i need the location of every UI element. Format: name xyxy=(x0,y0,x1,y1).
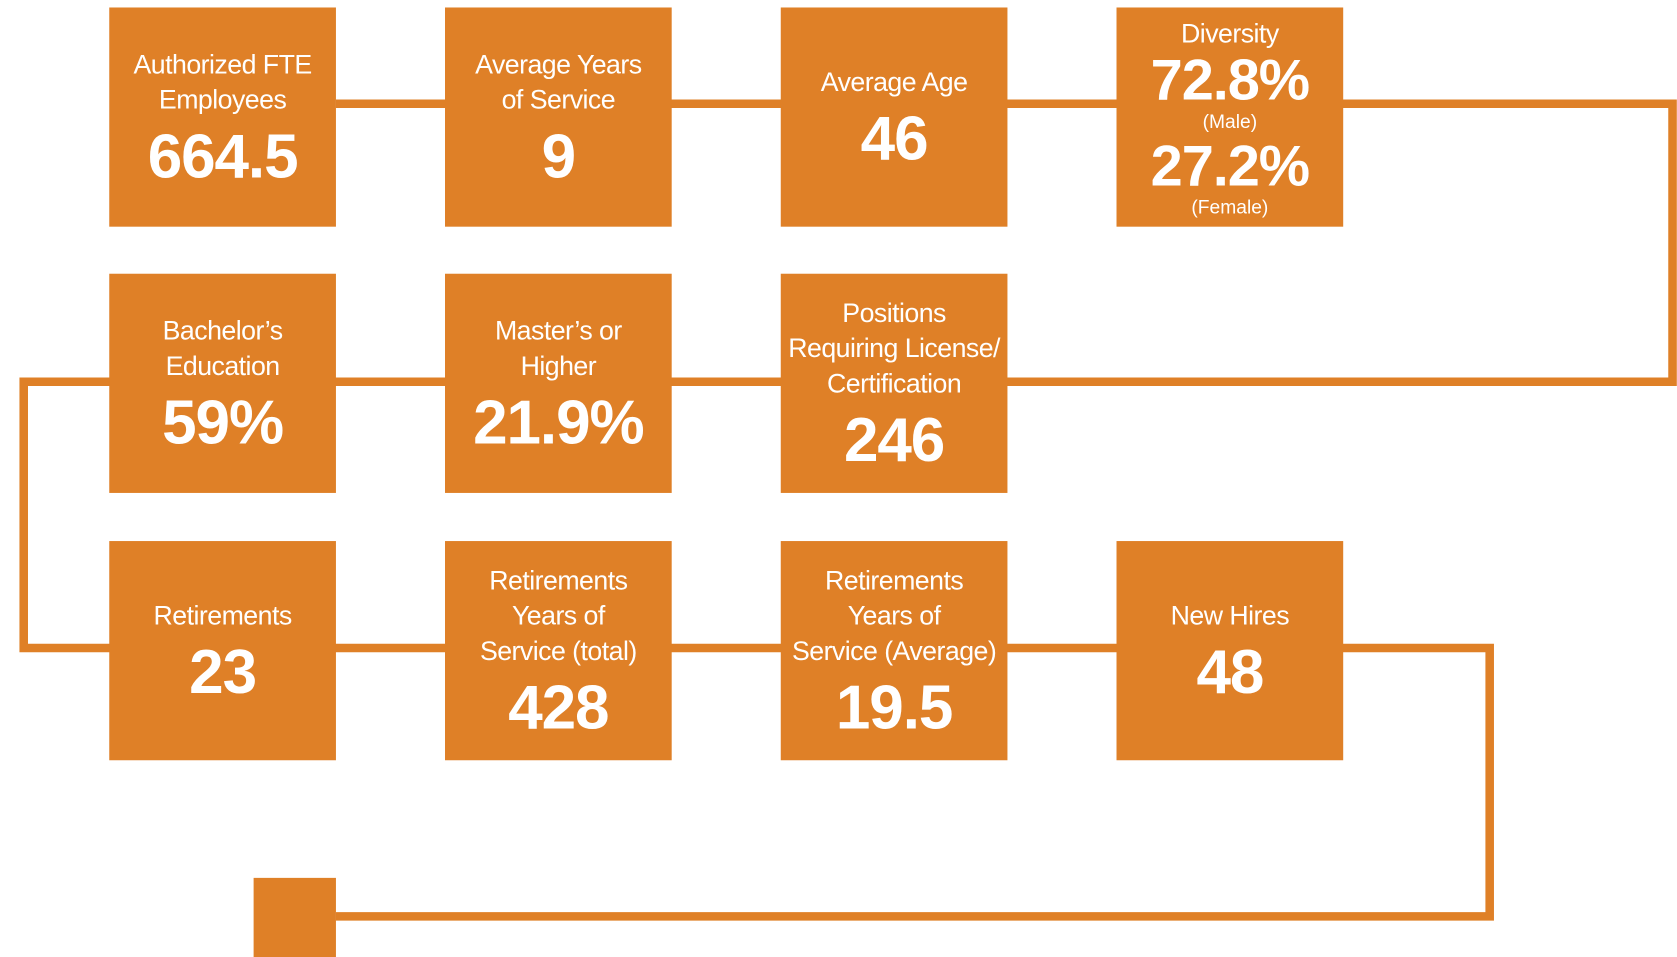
stat-value: 9 xyxy=(542,122,575,191)
box-label: New Hires xyxy=(1171,601,1290,631)
stat-value: 48 xyxy=(1196,638,1263,707)
box-label: Years of xyxy=(512,601,606,631)
boxes: Authorized FTE Employees 664.5 Average Year… xyxy=(109,7,1344,761)
box-label: Master’s or xyxy=(495,316,622,346)
stat-box xyxy=(445,541,672,761)
stat-box xyxy=(780,273,1008,493)
stat-box xyxy=(1116,7,1344,227)
box-label: Average Age xyxy=(821,67,968,97)
stat-box xyxy=(780,7,1008,227)
stat-box xyxy=(109,273,336,493)
box-label: Positions xyxy=(842,298,946,328)
stat-value: 46 xyxy=(861,105,928,174)
stat-box xyxy=(109,541,336,761)
stat-sublabel: (Female) xyxy=(1191,198,1268,219)
box-label: Education xyxy=(166,351,280,381)
stat-box xyxy=(445,273,672,493)
box-label: Service (total) xyxy=(480,636,637,666)
connectors xyxy=(19,99,1677,921)
stat-value: 59% xyxy=(162,389,283,458)
box-label: Certification xyxy=(827,369,961,399)
stat-box xyxy=(109,7,336,227)
stat-value: 664.5 xyxy=(148,122,298,191)
box-label: Higher xyxy=(521,351,597,381)
box-label: Retirements xyxy=(489,565,627,595)
stat-box xyxy=(1116,541,1344,761)
stat-value: 27.2% xyxy=(1151,134,1309,198)
box-label: Average Years xyxy=(475,49,642,79)
flow-line xyxy=(19,99,1677,921)
box-label: Requiring License/ xyxy=(788,333,1001,363)
stat-value: 19.5 xyxy=(836,674,952,743)
end-box xyxy=(253,877,336,957)
stat-value: 23 xyxy=(189,638,256,707)
stat-sublabel: (Male) xyxy=(1203,112,1258,133)
box-label: Service (Average) xyxy=(792,636,996,666)
stat-value: 246 xyxy=(844,406,944,475)
box-label: Retirements xyxy=(825,565,963,595)
box-label: Employees xyxy=(159,85,287,115)
box-label: Authorized FTE xyxy=(134,49,312,79)
box-label: of Service xyxy=(502,85,615,115)
stat-box xyxy=(445,7,672,227)
stat-value: 428 xyxy=(508,674,608,743)
stat-value: 21.9% xyxy=(473,389,643,458)
stat-box xyxy=(780,541,1008,761)
box-label: Diversity xyxy=(1181,18,1280,48)
box-label: Retirements xyxy=(154,601,292,631)
stat-value: 72.8% xyxy=(1151,49,1309,113)
box-label: Years of xyxy=(848,601,942,631)
box-label: Bachelor’s xyxy=(163,316,283,346)
